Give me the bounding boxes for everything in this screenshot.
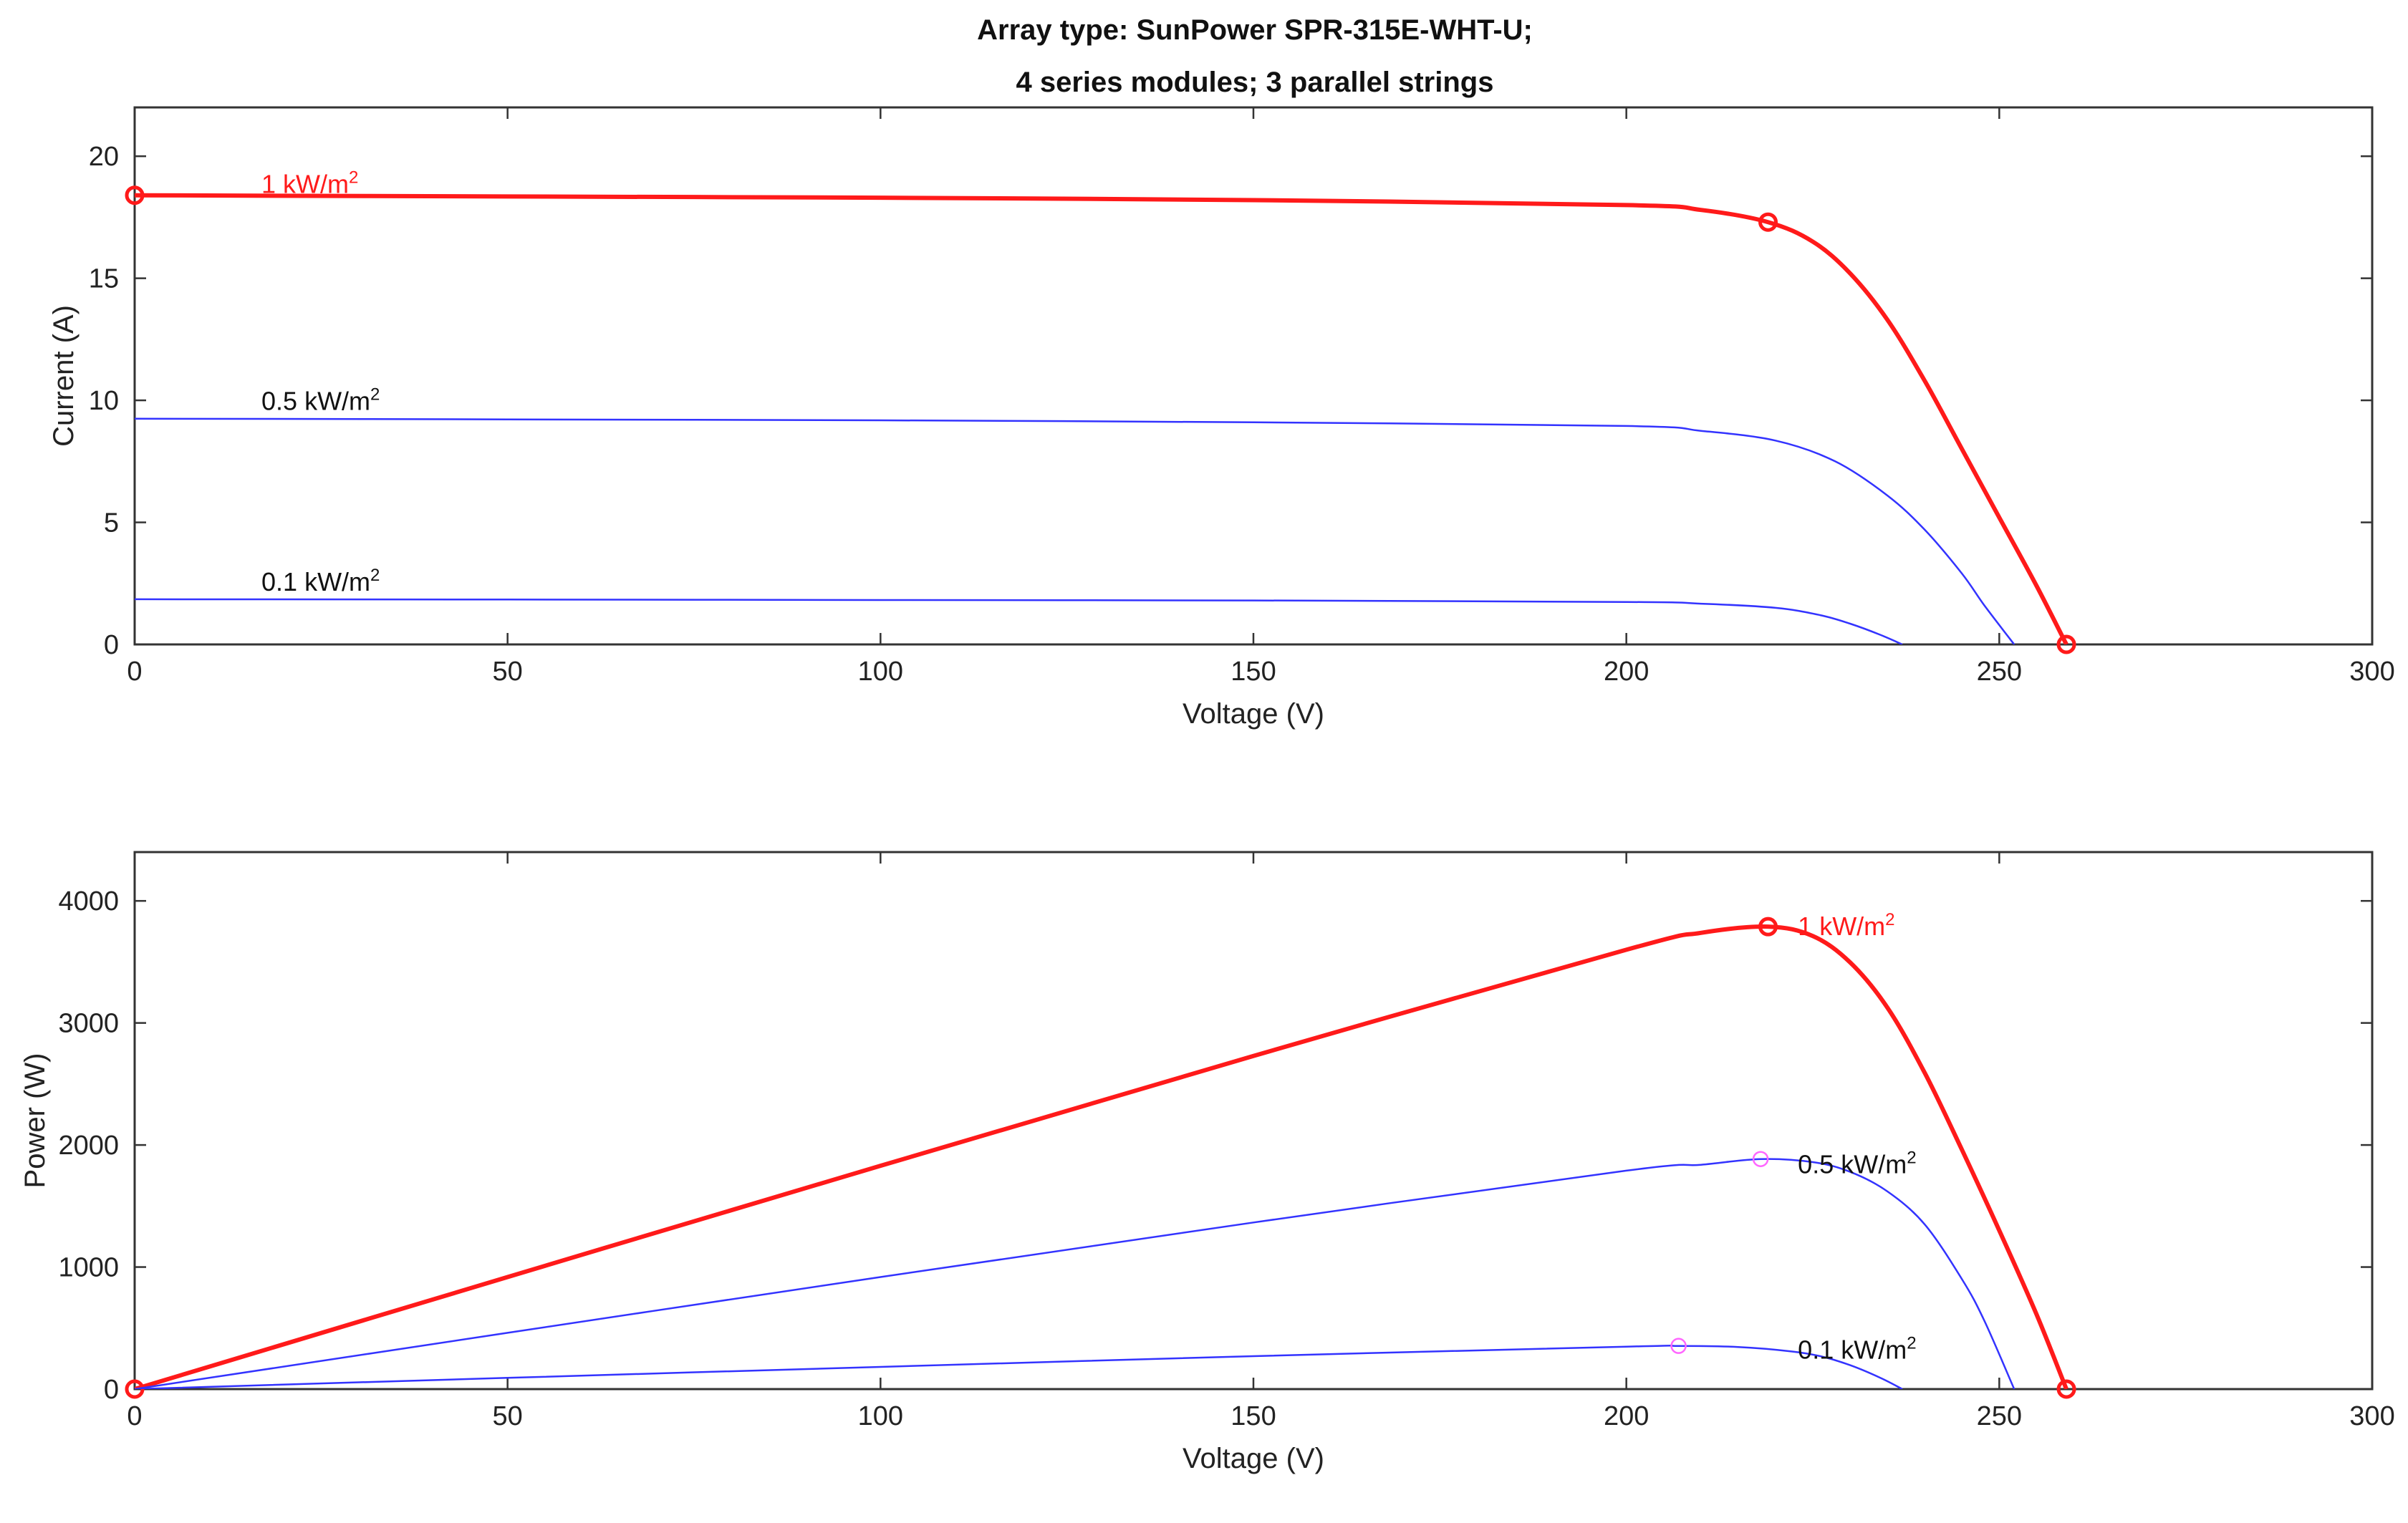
- x-tick-label: 150: [1231, 657, 1276, 687]
- series-line-0-5-kw-m2: [135, 1158, 2016, 1389]
- series-marker-1-kw-m2: [2056, 1379, 2076, 1399]
- series-line-1-kw-m2: [135, 924, 2069, 1389]
- y-tick-label: 20: [89, 142, 119, 172]
- y-tick-label: 3000: [58, 1009, 119, 1039]
- series-line-0-1-kw-m2: [135, 598, 1903, 644]
- x-axis-label: Voltage (V): [1183, 698, 1324, 730]
- series-marker-0-1-kw-m2: [1670, 1338, 1687, 1354]
- x-tick-label: 300: [2349, 657, 2394, 687]
- series-label-0-1-kw-m2: 0.1 kW/m2: [1798, 1333, 1916, 1364]
- x-tick-label: 0: [127, 657, 142, 687]
- series-line-1-kw-m2: [135, 193, 2069, 644]
- y-tick-label: 0: [104, 1375, 119, 1405]
- series-label-1-kw-m2: 1 kW/m2: [261, 168, 358, 198]
- y-axis-label: Power (W): [19, 1053, 51, 1189]
- series-label-1-kw-m2: 1 kW/m2: [1798, 910, 1894, 941]
- x-tick-label: 200: [1604, 657, 1649, 687]
- series-marker-1-kw-m2: [1758, 212, 1778, 232]
- y-tick-label: 5: [104, 508, 119, 538]
- x-tick-label: 250: [1977, 1401, 2022, 1431]
- y-tick-label: 15: [89, 264, 119, 294]
- series-label-0-1-kw-m2: 0.1 kW/m2: [261, 566, 380, 596]
- y-tick-label: 4000: [58, 886, 119, 917]
- x-tick-label: 50: [493, 657, 523, 687]
- series-marker-1-kw-m2: [2056, 634, 2076, 654]
- x-axis-label: Voltage (V): [1183, 1443, 1324, 1474]
- y-tick-label: 1000: [58, 1253, 119, 1283]
- series-label-0-5-kw-m2: 0.5 kW/m2: [261, 385, 380, 416]
- figure-title-line2: 4 series modules; 3 parallel strings: [1016, 67, 1494, 98]
- y-tick-label: 2000: [58, 1131, 119, 1161]
- series-line-0-5-kw-m2: [135, 417, 2016, 644]
- x-tick-label: 50: [493, 1401, 523, 1431]
- y-tick-label: 0: [104, 630, 119, 660]
- series-marker-0-5-kw-m2: [1752, 1151, 1769, 1167]
- series-label-0-5-kw-m2: 0.5 kW/m2: [1798, 1148, 1916, 1179]
- y-tick-label: 10: [89, 386, 119, 416]
- plot-frame: [133, 106, 2374, 646]
- x-tick-label: 100: [858, 657, 903, 687]
- plot-frame: [133, 851, 2374, 1391]
- series-line-0-1-kw-m2: [135, 1345, 1903, 1389]
- y-axis-label: Current (A): [48, 305, 80, 447]
- x-tick-label: 200: [1604, 1401, 1649, 1431]
- series-marker-1-kw-m2: [125, 185, 145, 206]
- figure-title-line1: Array type: SunPower SPR-315E-WHT-U;: [977, 14, 1533, 46]
- x-tick-label: 150: [1231, 1401, 1276, 1431]
- x-tick-label: 250: [1977, 657, 2022, 687]
- power-voltage-plot: 0 50 100 150 200 250 30001000200030004000Volta…: [19, 851, 2395, 1474]
- x-tick-label: 300: [2349, 1401, 2394, 1431]
- current-voltage-plot: 0 50 100 150 200 250 300 0 5 10 15 20 Voltage (V) Cur…: [48, 106, 2395, 730]
- x-tick-label: 0: [127, 1401, 142, 1431]
- x-tick-label: 100: [858, 1401, 903, 1431]
- series-marker-1-kw-m2: [1758, 917, 1778, 937]
